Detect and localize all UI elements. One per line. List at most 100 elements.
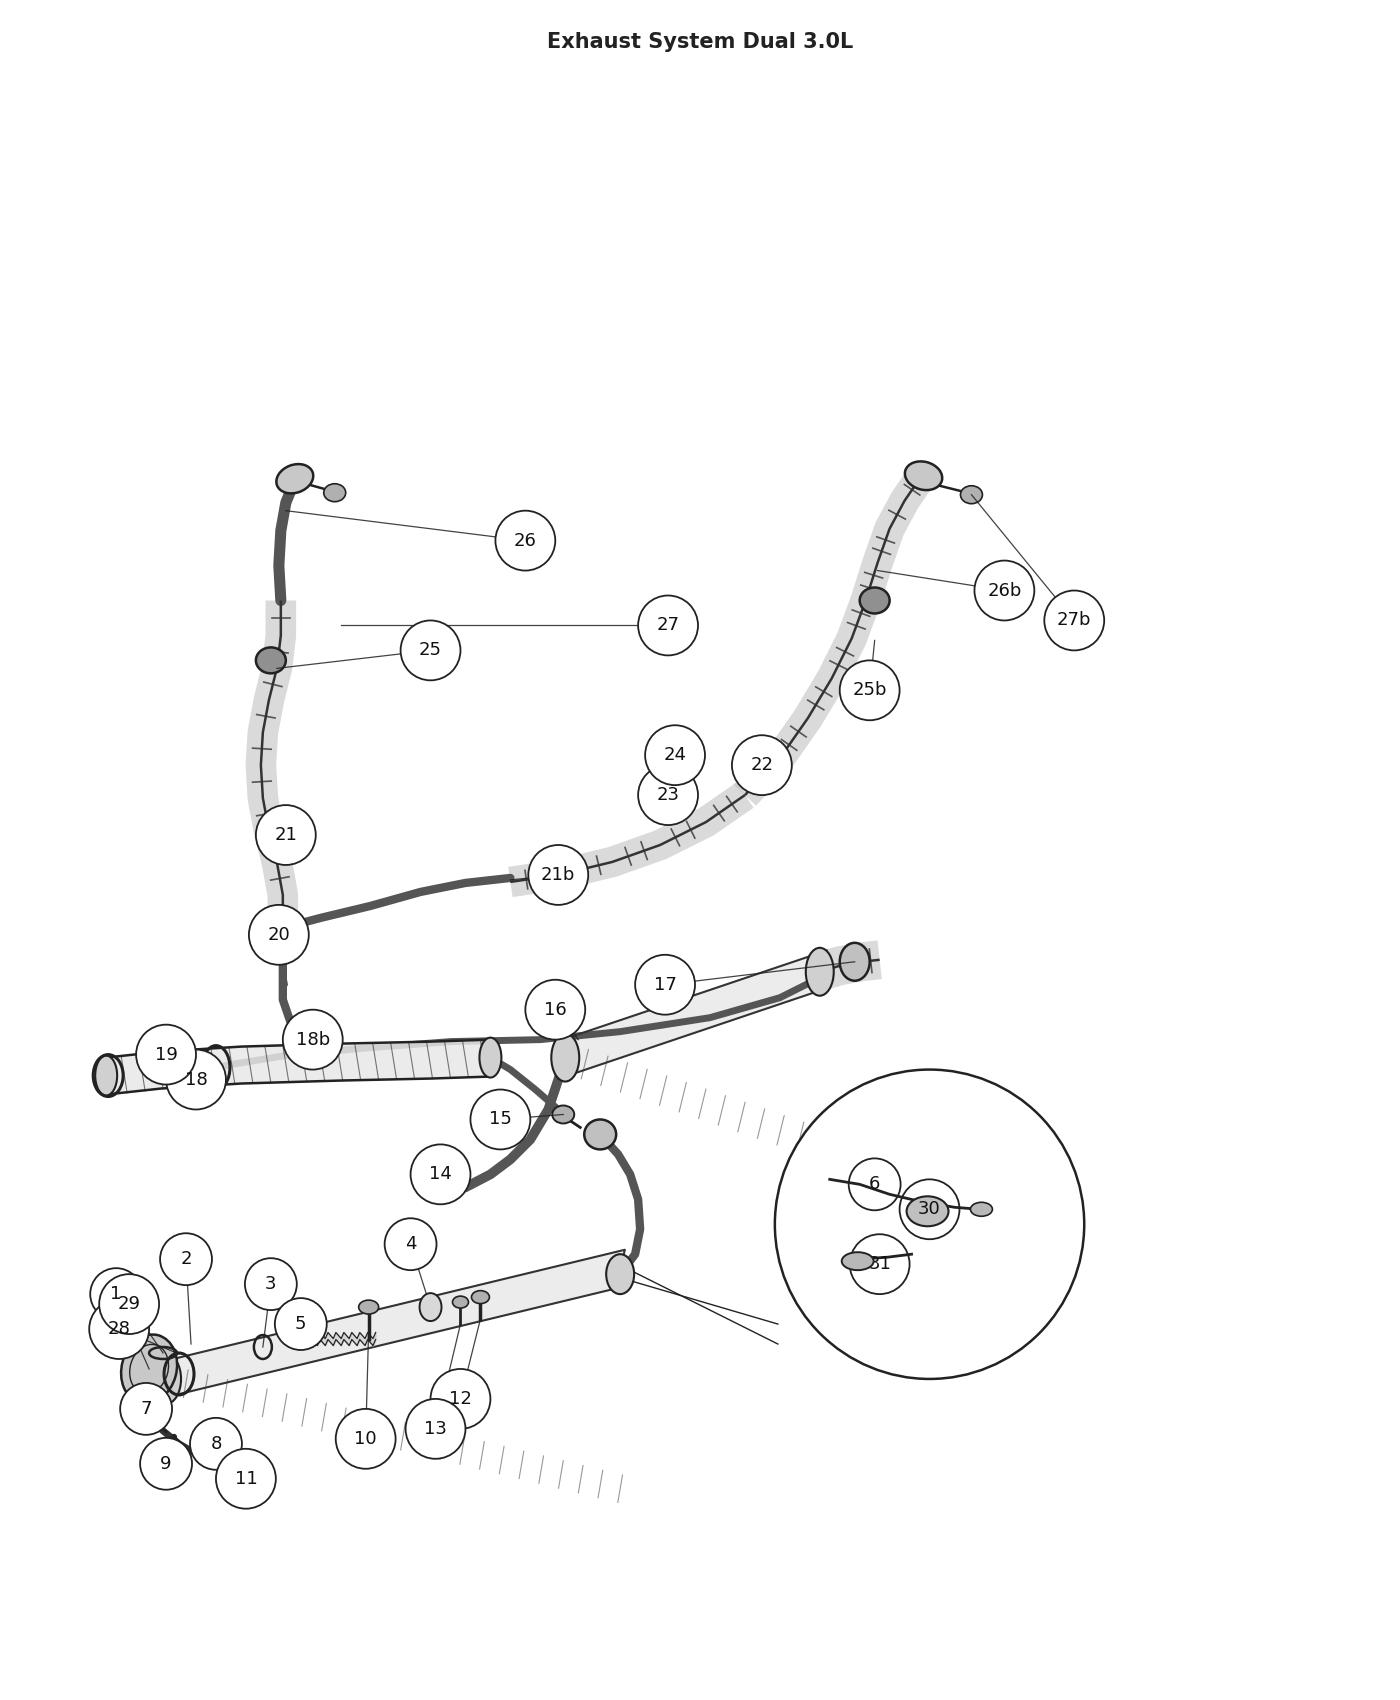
Text: 26: 26 — [514, 532, 536, 549]
Ellipse shape — [659, 740, 678, 753]
Ellipse shape — [472, 1290, 490, 1304]
Circle shape — [216, 1448, 276, 1508]
Text: 18: 18 — [185, 1071, 207, 1088]
Text: 30: 30 — [918, 1200, 941, 1219]
Bar — [259, 927, 297, 940]
Text: 3: 3 — [265, 1275, 277, 1294]
Circle shape — [90, 1268, 143, 1321]
Circle shape — [636, 955, 694, 1015]
Circle shape — [850, 1234, 910, 1294]
Ellipse shape — [151, 1353, 181, 1404]
Circle shape — [190, 1418, 242, 1470]
Ellipse shape — [323, 484, 346, 501]
Polygon shape — [106, 1040, 490, 1095]
Text: 20: 20 — [267, 927, 290, 944]
Circle shape — [256, 806, 316, 865]
Text: 8: 8 — [210, 1435, 221, 1454]
Circle shape — [140, 1438, 192, 1489]
Ellipse shape — [860, 588, 889, 614]
Circle shape — [645, 726, 706, 785]
Circle shape — [431, 1368, 490, 1428]
Ellipse shape — [904, 461, 942, 490]
Text: 9: 9 — [161, 1455, 172, 1472]
Circle shape — [470, 1090, 531, 1149]
Text: 31: 31 — [868, 1255, 890, 1273]
Ellipse shape — [479, 1037, 501, 1078]
Circle shape — [130, 1391, 136, 1396]
Text: 21: 21 — [274, 826, 297, 843]
Text: 26b: 26b — [987, 581, 1022, 600]
Circle shape — [167, 1049, 225, 1110]
Text: 22: 22 — [750, 756, 773, 774]
Ellipse shape — [970, 1202, 993, 1215]
Circle shape — [120, 1382, 172, 1435]
Circle shape — [638, 595, 699, 656]
Circle shape — [336, 1409, 396, 1469]
Text: 15: 15 — [489, 1110, 512, 1129]
Polygon shape — [559, 950, 827, 1080]
Text: 11: 11 — [235, 1470, 258, 1488]
Text: 25: 25 — [419, 641, 442, 660]
Circle shape — [136, 1025, 196, 1085]
Ellipse shape — [840, 944, 869, 981]
Text: Exhaust System Dual 3.0L: Exhaust System Dual 3.0L — [547, 32, 853, 51]
Ellipse shape — [552, 1105, 574, 1124]
Text: 12: 12 — [449, 1391, 472, 1408]
Ellipse shape — [256, 648, 286, 673]
Circle shape — [171, 1433, 176, 1440]
Ellipse shape — [420, 1294, 441, 1321]
Text: 19: 19 — [154, 1046, 178, 1064]
Circle shape — [900, 1180, 959, 1239]
Circle shape — [496, 510, 556, 571]
Ellipse shape — [358, 1300, 378, 1314]
Polygon shape — [161, 1250, 624, 1399]
Text: 21b: 21b — [540, 865, 575, 884]
Circle shape — [385, 1219, 437, 1270]
Circle shape — [283, 1010, 343, 1069]
Text: 7: 7 — [140, 1399, 151, 1418]
Circle shape — [525, 979, 585, 1040]
Circle shape — [160, 1232, 211, 1285]
Circle shape — [99, 1275, 160, 1334]
Ellipse shape — [584, 1120, 616, 1149]
Circle shape — [406, 1399, 465, 1459]
Ellipse shape — [552, 1034, 580, 1081]
Text: 27b: 27b — [1057, 612, 1092, 629]
Circle shape — [245, 1258, 297, 1311]
Text: 25b: 25b — [853, 682, 888, 699]
Circle shape — [90, 1299, 148, 1358]
Text: 28: 28 — [108, 1319, 130, 1338]
Ellipse shape — [120, 1334, 178, 1404]
Circle shape — [974, 561, 1035, 620]
Circle shape — [774, 1069, 1084, 1379]
Text: 29: 29 — [118, 1295, 140, 1312]
Text: 23: 23 — [657, 785, 679, 804]
Circle shape — [528, 845, 588, 904]
Text: 17: 17 — [654, 976, 676, 994]
Circle shape — [151, 1416, 157, 1423]
Text: 1: 1 — [111, 1285, 122, 1304]
Ellipse shape — [960, 486, 983, 503]
Circle shape — [638, 765, 699, 824]
Ellipse shape — [806, 949, 834, 996]
Ellipse shape — [452, 1295, 469, 1307]
Bar — [259, 940, 297, 955]
Circle shape — [1044, 590, 1105, 651]
Text: 16: 16 — [545, 1001, 567, 1018]
Ellipse shape — [95, 1056, 118, 1095]
Ellipse shape — [652, 790, 678, 811]
Circle shape — [410, 1144, 470, 1204]
Text: 6: 6 — [869, 1175, 881, 1193]
Text: 18b: 18b — [295, 1030, 330, 1049]
Circle shape — [848, 1158, 900, 1210]
Circle shape — [274, 1299, 326, 1350]
Text: 14: 14 — [428, 1166, 452, 1183]
Circle shape — [249, 904, 309, 966]
Ellipse shape — [276, 464, 314, 493]
Circle shape — [400, 620, 461, 680]
Text: 13: 13 — [424, 1420, 447, 1438]
Text: 27: 27 — [657, 617, 679, 634]
Ellipse shape — [606, 1255, 634, 1294]
Ellipse shape — [841, 1253, 874, 1270]
Text: 5: 5 — [295, 1316, 307, 1333]
